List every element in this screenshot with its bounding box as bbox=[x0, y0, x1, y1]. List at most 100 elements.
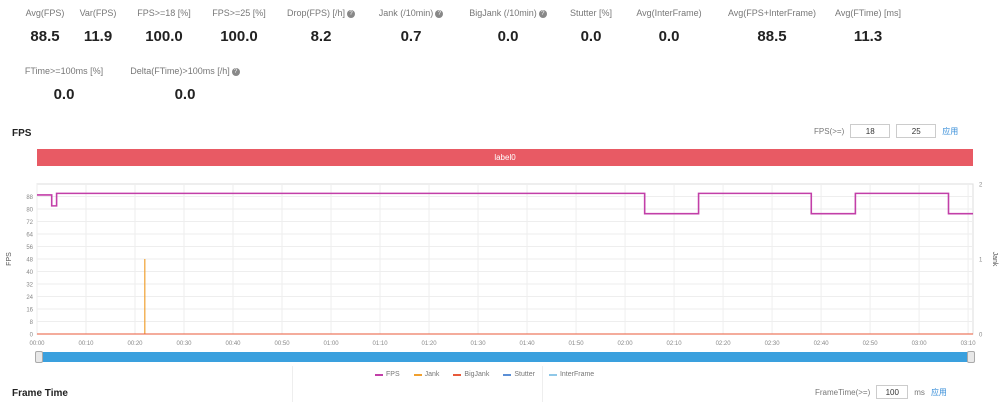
stat-label: Jank (/10min)? bbox=[372, 8, 450, 18]
stat-value: 88.5 bbox=[30, 28, 60, 45]
y2-tick-label: 0 bbox=[979, 333, 983, 339]
x-tick-label: 02:10 bbox=[667, 341, 683, 347]
fps-threshold-input-1[interactable] bbox=[850, 124, 891, 138]
fps-chart: 0 8 16 24 32 40 48 56 64 72 80 88 00:00 00:10 00:20 00:… bbox=[6, 183, 998, 348]
stat-label-text: Jank (/10min) bbox=[378, 8, 434, 18]
x-tick-label: 03:10 bbox=[961, 341, 977, 347]
stat-label-text: Delta(FTime)>100ms [/h] bbox=[130, 66, 230, 76]
legend-item-stutter[interactable]: Stutter bbox=[503, 371, 535, 378]
y-tick-label: 64 bbox=[26, 233, 33, 239]
chart-legend: FPS Jank BigJank Stutter InterFrame bbox=[375, 371, 594, 378]
stat-label: FTime>=100ms [%] bbox=[24, 66, 104, 76]
x-tick-label: 02:30 bbox=[765, 341, 781, 347]
legend-item-bigjank[interactable]: BigJank bbox=[453, 371, 489, 378]
stat-jank: Jank (/10min)? 0.7 bbox=[372, 8, 450, 45]
divider bbox=[542, 366, 543, 402]
info-icon[interactable]: ? bbox=[538, 9, 547, 18]
stat-stutter: Stutter [%] 0.0 bbox=[562, 8, 620, 45]
y-tick-label: 88 bbox=[26, 195, 33, 201]
y-tick-label: 80 bbox=[26, 208, 33, 214]
stat-label: Drop(FPS) [/h]? bbox=[282, 8, 360, 18]
x-tick-label: 01:00 bbox=[324, 341, 340, 347]
info-icon[interactable]: ? bbox=[435, 9, 444, 18]
stat-avg-ftime: Avg(FTime) [ms] 11.3 bbox=[832, 8, 904, 45]
stat-value: 0.0 bbox=[53, 86, 75, 103]
stat-label: Stutter [%] bbox=[569, 8, 613, 18]
frame-time-threshold-label: FrameTime(>=) bbox=[815, 387, 871, 397]
y-tick-label: 0 bbox=[30, 333, 34, 339]
stat-label: FPS>=18 [%] bbox=[137, 8, 191, 18]
stat-label: Var(FPS) bbox=[79, 8, 117, 18]
fps-section-title: FPS bbox=[12, 128, 32, 139]
stat-label-text: Drop(FPS) [/h] bbox=[286, 8, 345, 18]
legend-item-jank[interactable]: Jank bbox=[413, 371, 440, 378]
stat-value: 11.3 bbox=[853, 28, 883, 45]
slider-right-handle[interactable] bbox=[967, 351, 975, 363]
x-tick-label: 02:50 bbox=[863, 341, 879, 347]
stat-value: 88.5 bbox=[757, 28, 787, 45]
y-tick-label: 72 bbox=[26, 220, 33, 226]
x-tick-label: 02:40 bbox=[814, 341, 830, 347]
stat-label: Delta(FTime)>100ms [/h]? bbox=[124, 66, 246, 76]
x-tick-label: 01:30 bbox=[471, 341, 487, 347]
frame-time-section-title: Frame Time bbox=[12, 388, 68, 399]
stat-avg-interframe: Avg(InterFrame) 0.0 bbox=[630, 8, 708, 45]
fps-threshold-input-2[interactable] bbox=[896, 124, 937, 138]
stat-label: FPS>=25 [%] bbox=[212, 8, 266, 18]
legend-label: Jank bbox=[424, 371, 440, 378]
stat-label: Avg(FPS+InterFrame) bbox=[727, 8, 817, 18]
stat-drop-fps: Drop(FPS) [/h]? 8.2 bbox=[282, 8, 360, 45]
frame-time-threshold-input[interactable] bbox=[876, 385, 909, 399]
fps-threshold-controls: FPS(>=) 应用 bbox=[814, 124, 958, 138]
x-tick-label: 00:20 bbox=[128, 341, 144, 347]
stat-value: 0.0 bbox=[497, 28, 519, 45]
fps-apply-button[interactable]: 应用 bbox=[942, 126, 959, 136]
frame-time-unit: ms bbox=[914, 387, 925, 397]
y2-axis-label: Jank bbox=[991, 252, 998, 267]
y2-tick-label: 1 bbox=[979, 258, 983, 264]
stat-value: 0.0 bbox=[174, 86, 196, 103]
legend-item-fps[interactable]: FPS bbox=[375, 371, 400, 378]
y-tick-label: 8 bbox=[30, 320, 34, 326]
legend-label: FPS bbox=[386, 371, 400, 378]
frame-time-threshold-controls: FrameTime(>=) ms 应用 bbox=[815, 385, 947, 399]
legend-label: Stutter bbox=[514, 371, 535, 378]
legend-swatch bbox=[548, 373, 557, 376]
x-tick-label: 03:00 bbox=[912, 341, 928, 347]
x-tick-label: 00:30 bbox=[177, 341, 193, 347]
y-tick-label: 56 bbox=[26, 245, 33, 251]
stat-bigjank: BigJank (/10min)? 0.0 bbox=[464, 8, 552, 45]
stat-ftime-100: FTime>=100ms [%] 0.0 bbox=[20, 66, 108, 103]
frame-time-apply-button[interactable]: 应用 bbox=[930, 387, 947, 397]
info-icon[interactable]: ? bbox=[347, 9, 355, 18]
x-tick-label: 00:10 bbox=[78, 341, 94, 347]
stat-var-fps: Var(FPS) 11.9 bbox=[78, 8, 118, 45]
label-bar[interactable]: label0 bbox=[37, 149, 973, 166]
slider-left-handle[interactable] bbox=[35, 351, 43, 363]
info-icon[interactable]: ? bbox=[231, 67, 240, 76]
x-tick-label: 01:20 bbox=[422, 341, 438, 347]
legend-label: BigJank bbox=[464, 371, 490, 378]
legend-swatch bbox=[503, 373, 512, 376]
stat-value: 100.0 bbox=[145, 28, 183, 45]
stat-label: Avg(InterFrame) bbox=[636, 8, 702, 18]
stat-value: 11.9 bbox=[83, 28, 113, 45]
fps-threshold-label: FPS(>=) bbox=[814, 126, 845, 136]
stat-fps-25: FPS>=25 [%] 100.0 bbox=[207, 8, 271, 45]
stat-label: Avg(FPS) bbox=[25, 8, 65, 18]
y-tick-label: 24 bbox=[26, 295, 33, 301]
legend-item-interframe[interactable]: InterFrame bbox=[548, 371, 594, 378]
x-tick-label: 01:40 bbox=[520, 341, 536, 347]
y-tick-label: 16 bbox=[26, 308, 33, 314]
fps-series-line bbox=[37, 192, 973, 215]
stat-value: 0.7 bbox=[400, 28, 422, 45]
legend-swatch bbox=[453, 373, 462, 376]
y2-tick-label: 2 bbox=[979, 183, 983, 189]
divider bbox=[292, 366, 293, 402]
time-range-slider[interactable] bbox=[35, 351, 975, 363]
y-tick-label: 32 bbox=[26, 283, 33, 289]
stat-value: 0.0 bbox=[580, 28, 602, 45]
legend-swatch bbox=[375, 373, 383, 376]
stat-value: 0.0 bbox=[658, 28, 680, 45]
stat-fps-18: FPS>=18 [%] 100.0 bbox=[132, 8, 196, 45]
